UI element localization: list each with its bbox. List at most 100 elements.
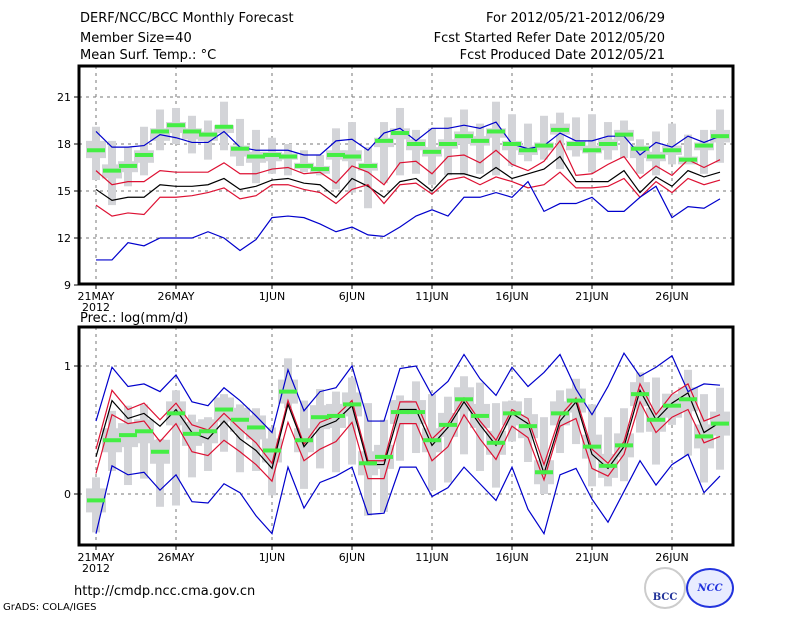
median-marker: [455, 134, 473, 139]
median-marker: [135, 152, 153, 157]
median-marker: [503, 142, 521, 146]
y-tick-label: 1: [64, 360, 71, 373]
refer-date: Fcst Started Refer Date 2012/05/20: [433, 31, 665, 46]
median-marker: [647, 417, 665, 422]
median-marker: [615, 443, 633, 448]
median-marker: [247, 425, 265, 430]
series-line-lower: [95, 171, 721, 217]
median-marker: [87, 498, 105, 503]
spread-box-outer: [396, 107, 404, 176]
median-marker: [471, 138, 489, 143]
median-marker: [199, 429, 217, 434]
series-line-min: [96, 180, 721, 261]
ncc-logo-text: NCC: [697, 582, 723, 594]
series-line-upper: [95, 139, 721, 186]
median-marker: [567, 142, 585, 146]
spread-box-outer: [396, 395, 404, 461]
median-marker: [551, 127, 569, 132]
y-tick-label: 9: [64, 279, 71, 292]
plot-frame: [77, 325, 735, 547]
median-marker: [263, 448, 281, 453]
y-tick-label: 21: [57, 91, 71, 104]
median-marker: [519, 148, 537, 153]
x-tick-label: 21JUN: [575, 551, 609, 564]
x-tick-year-label: 2012: [82, 301, 110, 314]
x-tick-label: 6JUN: [339, 551, 366, 564]
median-marker: [295, 438, 313, 443]
x-tick-label: 26MAY: [158, 290, 195, 303]
spread-box-outer: [412, 129, 420, 174]
median-marker: [455, 397, 473, 402]
median-marker: [487, 440, 505, 445]
median-marker: [359, 461, 377, 466]
y-tick-label: 18: [57, 138, 71, 151]
spread-box-outer: [540, 115, 548, 160]
median-marker: [679, 157, 697, 162]
median-marker: [199, 132, 217, 137]
spread-box-outer: [684, 134, 692, 160]
source-url[interactable]: http://cmdp.ncc.cma.gov.cn: [74, 584, 256, 599]
spread-box-outer: [380, 122, 388, 184]
median-marker: [87, 148, 105, 153]
median-marker: [503, 411, 521, 416]
series-line-mean: [95, 155, 721, 202]
plot-frame: [77, 64, 735, 286]
median-marker: [551, 411, 569, 416]
x-tick-label: 16JUN: [495, 551, 529, 564]
x-tick-label: 16JUN: [495, 290, 529, 303]
median-marker: [711, 421, 729, 426]
x-tick-label: 21MAY: [78, 551, 115, 564]
x-tick-label: 21JUN: [575, 290, 609, 303]
median-marker: [663, 148, 681, 153]
spread-box-outer: [508, 114, 516, 166]
median-marker: [231, 146, 249, 151]
x-tick-label: 11JUN: [415, 551, 449, 564]
median-marker: [183, 431, 201, 436]
median-marker: [151, 129, 169, 134]
median-marker: [663, 403, 681, 408]
y-tick-label: 12: [57, 232, 71, 245]
spread-box-outer: [572, 117, 580, 157]
median-marker: [439, 422, 457, 427]
x-tick-year-label: 2012: [82, 562, 110, 575]
bcc-logo-text: BCC: [652, 591, 678, 603]
median-marker: [167, 123, 185, 128]
series-line-max: [95, 352, 721, 434]
panel2-variable-label: Prec.: log(mm/d): [80, 311, 189, 326]
spread-box-inner: [214, 125, 234, 134]
median-marker: [583, 148, 601, 153]
median-marker: [279, 389, 297, 394]
spread-box-outer: [604, 417, 612, 487]
x-tick-label: 1JUN: [259, 551, 286, 564]
median-marker: [567, 398, 585, 403]
median-marker: [279, 154, 297, 159]
x-tick-label: 1JUN: [259, 290, 286, 303]
x-tick-label: 6JUN: [339, 290, 366, 303]
median-marker: [263, 152, 281, 157]
median-marker: [151, 449, 169, 454]
median-marker: [535, 143, 553, 148]
series-line-upper: [95, 382, 721, 467]
median-marker: [215, 124, 233, 129]
spread-box-outer: [236, 118, 244, 166]
spread-box-outer: [316, 154, 324, 176]
panel1-variable-label: Mean Surf. Temp.: °C: [80, 48, 217, 63]
spread-box-outer: [492, 101, 500, 176]
median-marker: [167, 411, 185, 416]
spread-box-outer: [156, 438, 164, 507]
median-marker: [327, 152, 345, 157]
median-marker: [631, 392, 649, 397]
produced-date: Fcst Produced Date 2012/05/21: [459, 48, 665, 63]
median-marker: [231, 417, 249, 422]
spread-box-outer: [476, 123, 484, 174]
median-marker: [391, 410, 409, 415]
spread-box-outer: [332, 391, 340, 473]
median-marker: [215, 407, 233, 412]
x-tick-label: 26JUN: [655, 290, 689, 303]
median-marker: [487, 129, 505, 134]
median-marker: [583, 444, 601, 449]
median-marker: [327, 413, 345, 418]
median-marker: [247, 154, 265, 159]
median-marker: [519, 424, 537, 429]
